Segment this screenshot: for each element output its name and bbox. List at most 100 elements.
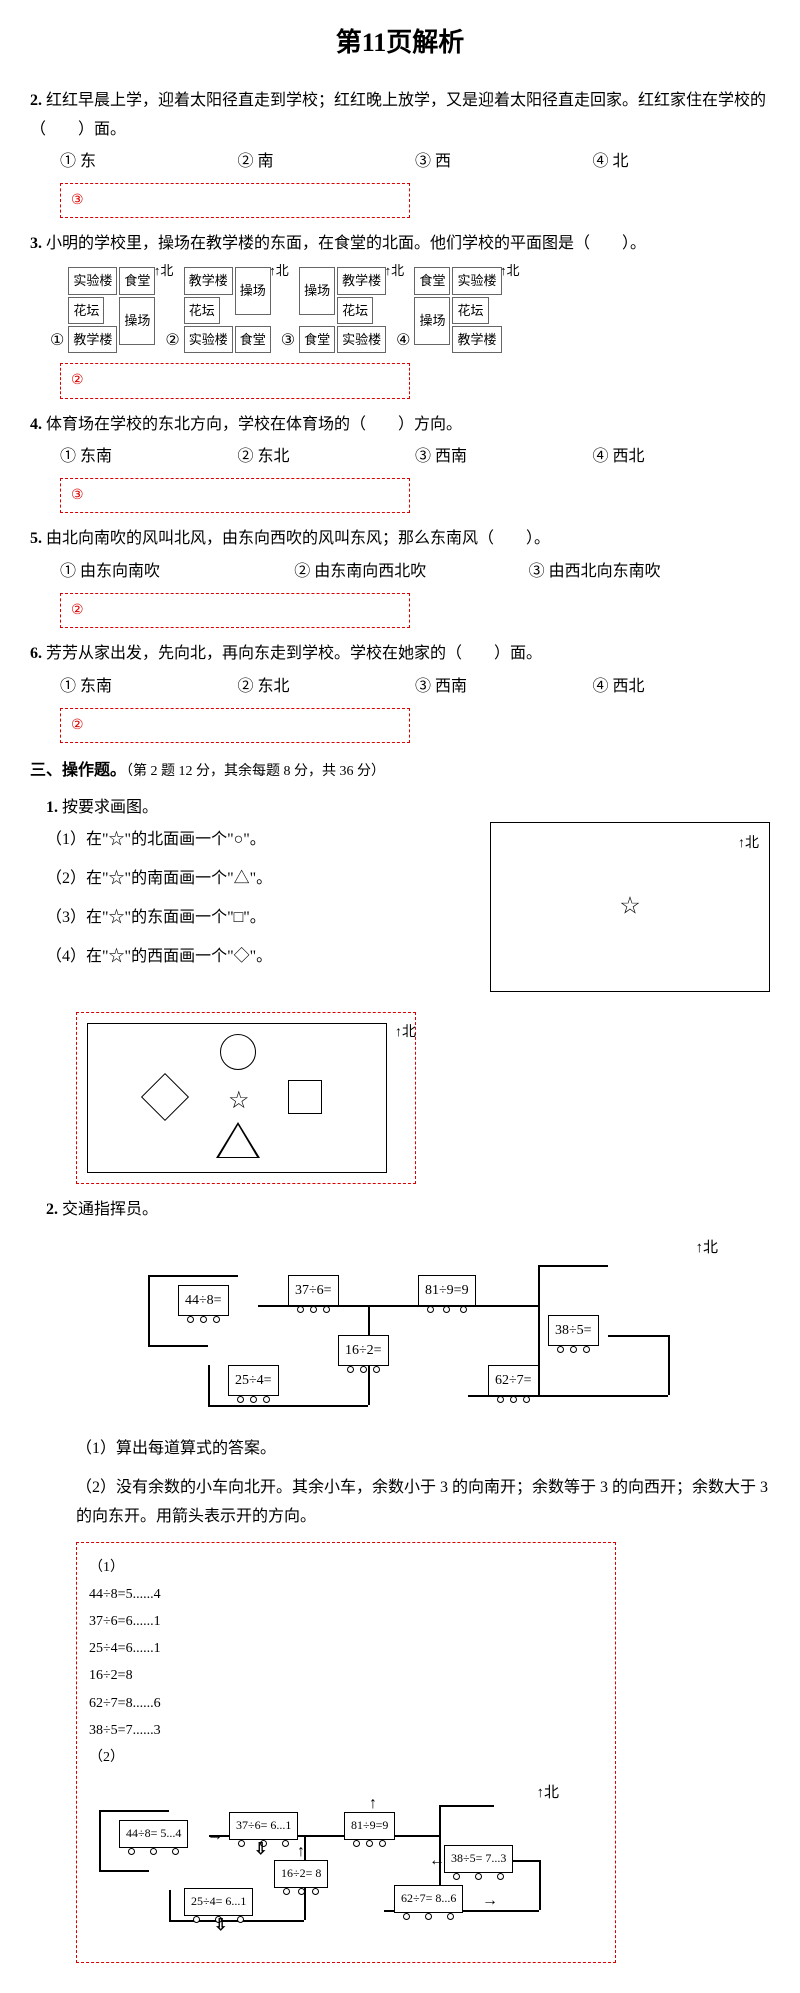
- circle-shape: [220, 1034, 256, 1070]
- q6-opt1: ① 东南: [60, 673, 238, 702]
- p2-a1-1: 37÷6=6......1: [89, 1609, 603, 1634]
- cell: 实验楼: [68, 267, 117, 294]
- q4-opt3: ③ 西南: [415, 443, 593, 472]
- q5-opt3: ③ 由西北向东南吹: [529, 558, 763, 587]
- p2-sub1: （1）算出每道算式的答案。: [46, 1435, 770, 1464]
- cell: 花坛: [184, 297, 220, 324]
- q3-diagram-1: ① ↑北 实验楼食堂 花坛 教学楼 操场: [50, 267, 155, 355]
- q6-opt2: ② 东北: [238, 673, 416, 702]
- p2-answer-diagram: ↑北 44÷8= 5...4 → 37÷6= 6...1 ⇩ 81÷9=9 ↑ …: [89, 1780, 589, 1950]
- q3-d1-num: ①: [50, 327, 64, 356]
- north-arrow: ↑北: [269, 259, 289, 282]
- arrow-east-icon: →: [482, 1887, 498, 1916]
- q2-opt4: ④ 北: [593, 148, 771, 177]
- question-2: 2. 红红早晨上学，迎着太阳径直走到学校；红红晚上放学，又是迎着太阳径直走回家。…: [30, 87, 770, 219]
- q2-opt1: ① 东: [60, 148, 238, 177]
- q2-opt2: ② 南: [238, 148, 416, 177]
- square-shape: [288, 1080, 322, 1114]
- q6-text: 芳芳从家出发，先向北，再向东走到学校。学校在她家的（ ）面。: [46, 645, 542, 662]
- cell: 食堂: [414, 267, 450, 294]
- cell: 实验楼: [184, 326, 233, 353]
- north-arrow: ↑北: [154, 259, 174, 282]
- cell: 实验楼: [452, 267, 501, 294]
- q5-opt2: ② 由东南向西北吹: [294, 558, 528, 587]
- cell: 食堂: [119, 267, 155, 294]
- problem-2: 2. 交通指挥员。 ↑北 44÷8= 37÷6= 81÷9=9 25÷4= 16…: [30, 1196, 770, 1963]
- q6-opt4: ④ 西北: [593, 673, 771, 702]
- cell: 花坛: [68, 297, 104, 324]
- q4-answer: ③: [60, 478, 410, 513]
- arrow-south-icon: ⇩: [254, 1836, 267, 1865]
- arrow-south-icon: ⇩: [214, 1912, 227, 1941]
- q3-d4-num: ④: [396, 327, 410, 356]
- q3-text: 小明的学校里，操场在教学楼的东面，在食堂的北面。他们学校的平面图是（ ）。: [46, 235, 646, 252]
- north-arrow: ↑北: [385, 259, 405, 282]
- cell: 教学楼: [337, 267, 386, 294]
- q3-d3-num: ③: [281, 327, 295, 356]
- cell: 食堂: [299, 326, 335, 353]
- cell: 教学楼: [68, 326, 117, 353]
- q3-diagram-3: ③ ↑北 操场 教学楼 花坛 食堂实验楼: [281, 267, 386, 355]
- q3-d2-num: ②: [165, 327, 179, 356]
- car-4: 25÷4=: [228, 1365, 279, 1396]
- q5-text: 由北向南吹的风叫北风，由东向西吹的风叫东风；那么东南风（ ）。: [46, 530, 550, 547]
- p1-title: 按要求画图。: [62, 799, 158, 816]
- acar-7: 62÷7= 8...6: [394, 1885, 463, 1913]
- cell: 操场: [235, 267, 271, 315]
- acar-6: 38÷5= 7...3: [444, 1845, 513, 1873]
- q2-text: 红红早晨上学，迎着太阳径直走到学校；红红晚上放学，又是迎着太阳径直走回家。红红家…: [30, 92, 766, 138]
- north-label: ↑北: [536, 1780, 559, 1807]
- p2-a1-3: 16÷2=8: [89, 1663, 603, 1688]
- star-icon: ☆: [228, 1080, 250, 1123]
- question-5: 5. 由北向南吹的风叫北风，由东向西吹的风叫东风；那么东南风（ ）。 ① 由东向…: [30, 525, 770, 628]
- arrow-north-icon: ↑: [369, 1790, 377, 1819]
- q6-answer: ②: [60, 708, 410, 743]
- q3-num: 3.: [30, 235, 42, 252]
- section-3-title: 三、操作题。（第 2 题 12 分，其余每题 8 分，共 36 分）: [30, 757, 770, 786]
- cell: 花坛: [337, 297, 373, 324]
- page-title: 第11页解析: [30, 20, 770, 67]
- q5-answer: ②: [60, 593, 410, 628]
- car-1: 44÷8=: [178, 1285, 229, 1316]
- triangle-shape: [218, 1124, 258, 1158]
- q3-diagram-2: ② ↑北 教学楼 花坛 操场 实验楼食堂: [165, 267, 270, 355]
- p2-a1-0: 44÷8=5......4: [89, 1582, 603, 1607]
- car-3: 81÷9=9: [418, 1275, 476, 1306]
- q3-answer: ②: [60, 363, 410, 398]
- p2-answer: （1） 44÷8=5......4 37÷6=6......1 25÷4=6..…: [76, 1542, 616, 1964]
- q4-num: 4.: [30, 416, 42, 433]
- north-arrow: ↑北: [500, 259, 520, 282]
- q2-num: 2.: [30, 92, 42, 109]
- p2-a1-label: （1）: [89, 1555, 603, 1580]
- q5-num: 5.: [30, 530, 42, 547]
- cell: 操场: [299, 267, 335, 315]
- arrow-west-icon: ←: [429, 1847, 445, 1876]
- cell: 操场: [119, 297, 155, 345]
- q4-opt4: ④ 西北: [593, 443, 771, 472]
- q2-opt3: ③ 西: [415, 148, 593, 177]
- car-6: 38÷5=: [548, 1315, 599, 1346]
- question-3: 3. 小明的学校里，操场在教学楼的东面，在食堂的北面。他们学校的平面图是（ ）。…: [30, 230, 770, 398]
- p2-a1-2: 25÷4=6......1: [89, 1636, 603, 1661]
- p2-sub2: （2）没有余数的小车向北开。其余小车，余数小于 3 的向南开；余数等于 3 的向…: [46, 1474, 770, 1532]
- p2-a1-4: 62÷7=8......6: [89, 1691, 603, 1716]
- north-label: ↑北: [695, 1235, 718, 1262]
- p2-title: 交通指挥员。: [62, 1201, 158, 1218]
- q5-opt1: ① 由东向南吹: [60, 558, 294, 587]
- q2-answer: ③: [60, 183, 410, 218]
- cell: 教学楼: [452, 326, 501, 353]
- arrow-east-icon: →: [207, 1822, 223, 1851]
- car-2: 37÷6=: [288, 1275, 339, 1306]
- question-6: 6. 芳芳从家出发，先向北，再向东走到学校。学校在她家的（ ）面。 ① 东南 ②…: [30, 640, 770, 743]
- cell: 教学楼: [184, 267, 233, 294]
- arrow-north-icon: ↑: [297, 1838, 305, 1867]
- q4-opt2: ② 东北: [238, 443, 416, 472]
- q4-opt1: ① 东南: [60, 443, 238, 472]
- traffic-diagram: ↑北 44÷8= 37÷6= 81÷9=9 25÷4= 16÷2= 38÷5= …: [88, 1235, 728, 1425]
- q3-diagram-4: ④ ↑北 食堂实验楼 操场 花坛 教学楼: [396, 267, 501, 355]
- q4-text: 体育场在学校的东北方向，学校在体育场的（ ）方向。: [46, 416, 462, 433]
- q6-opt3: ③ 西南: [415, 673, 593, 702]
- star-icon: ☆: [619, 886, 641, 929]
- cell: 实验楼: [337, 326, 386, 353]
- car-7: 62÷7=: [488, 1365, 539, 1396]
